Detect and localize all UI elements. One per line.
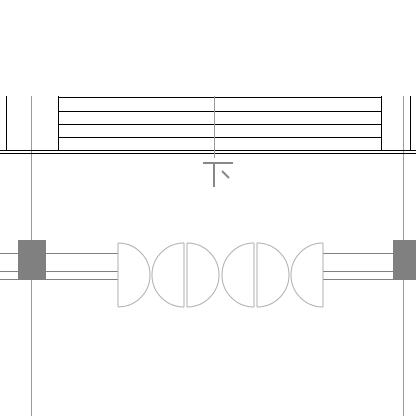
door-swing-arc	[186, 242, 220, 308]
door-swing-arc	[290, 242, 324, 308]
column-right	[393, 240, 416, 280]
staircase	[58, 97, 382, 154]
direction-arrow-tick	[221, 170, 230, 179]
stair-direction-marker	[203, 162, 233, 187]
door-swing-arc	[256, 242, 290, 308]
door-swing-arc	[151, 242, 185, 308]
column-left	[18, 240, 46, 280]
door-swings	[117, 242, 324, 308]
door-swing-arc	[221, 242, 255, 308]
door-swing-arc	[117, 242, 151, 308]
